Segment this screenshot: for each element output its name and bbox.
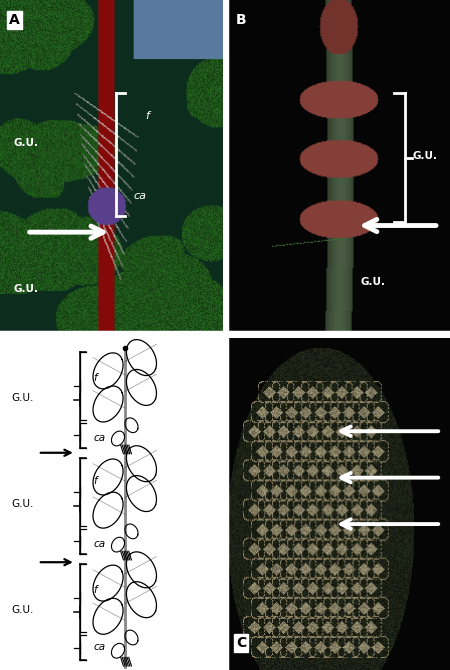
Text: G.U.: G.U. [14, 284, 38, 294]
Text: G.U.: G.U. [361, 277, 386, 287]
Text: ca: ca [94, 539, 106, 549]
Text: G.U.: G.U. [14, 138, 38, 148]
Text: f: f [94, 586, 97, 596]
Text: G.U.: G.U. [11, 499, 33, 509]
Text: f: f [94, 476, 97, 486]
Text: ca: ca [94, 433, 106, 443]
Text: ca: ca [134, 191, 147, 201]
Text: G.U.: G.U. [11, 605, 33, 615]
Text: C: C [236, 636, 247, 650]
Text: G.U.: G.U. [412, 151, 437, 161]
Text: B: B [236, 13, 247, 27]
Text: ca: ca [94, 642, 106, 652]
Text: f: f [145, 111, 148, 121]
Text: A: A [9, 13, 20, 27]
Text: f: f [94, 373, 97, 383]
Text: G.U.: G.U. [11, 393, 33, 403]
